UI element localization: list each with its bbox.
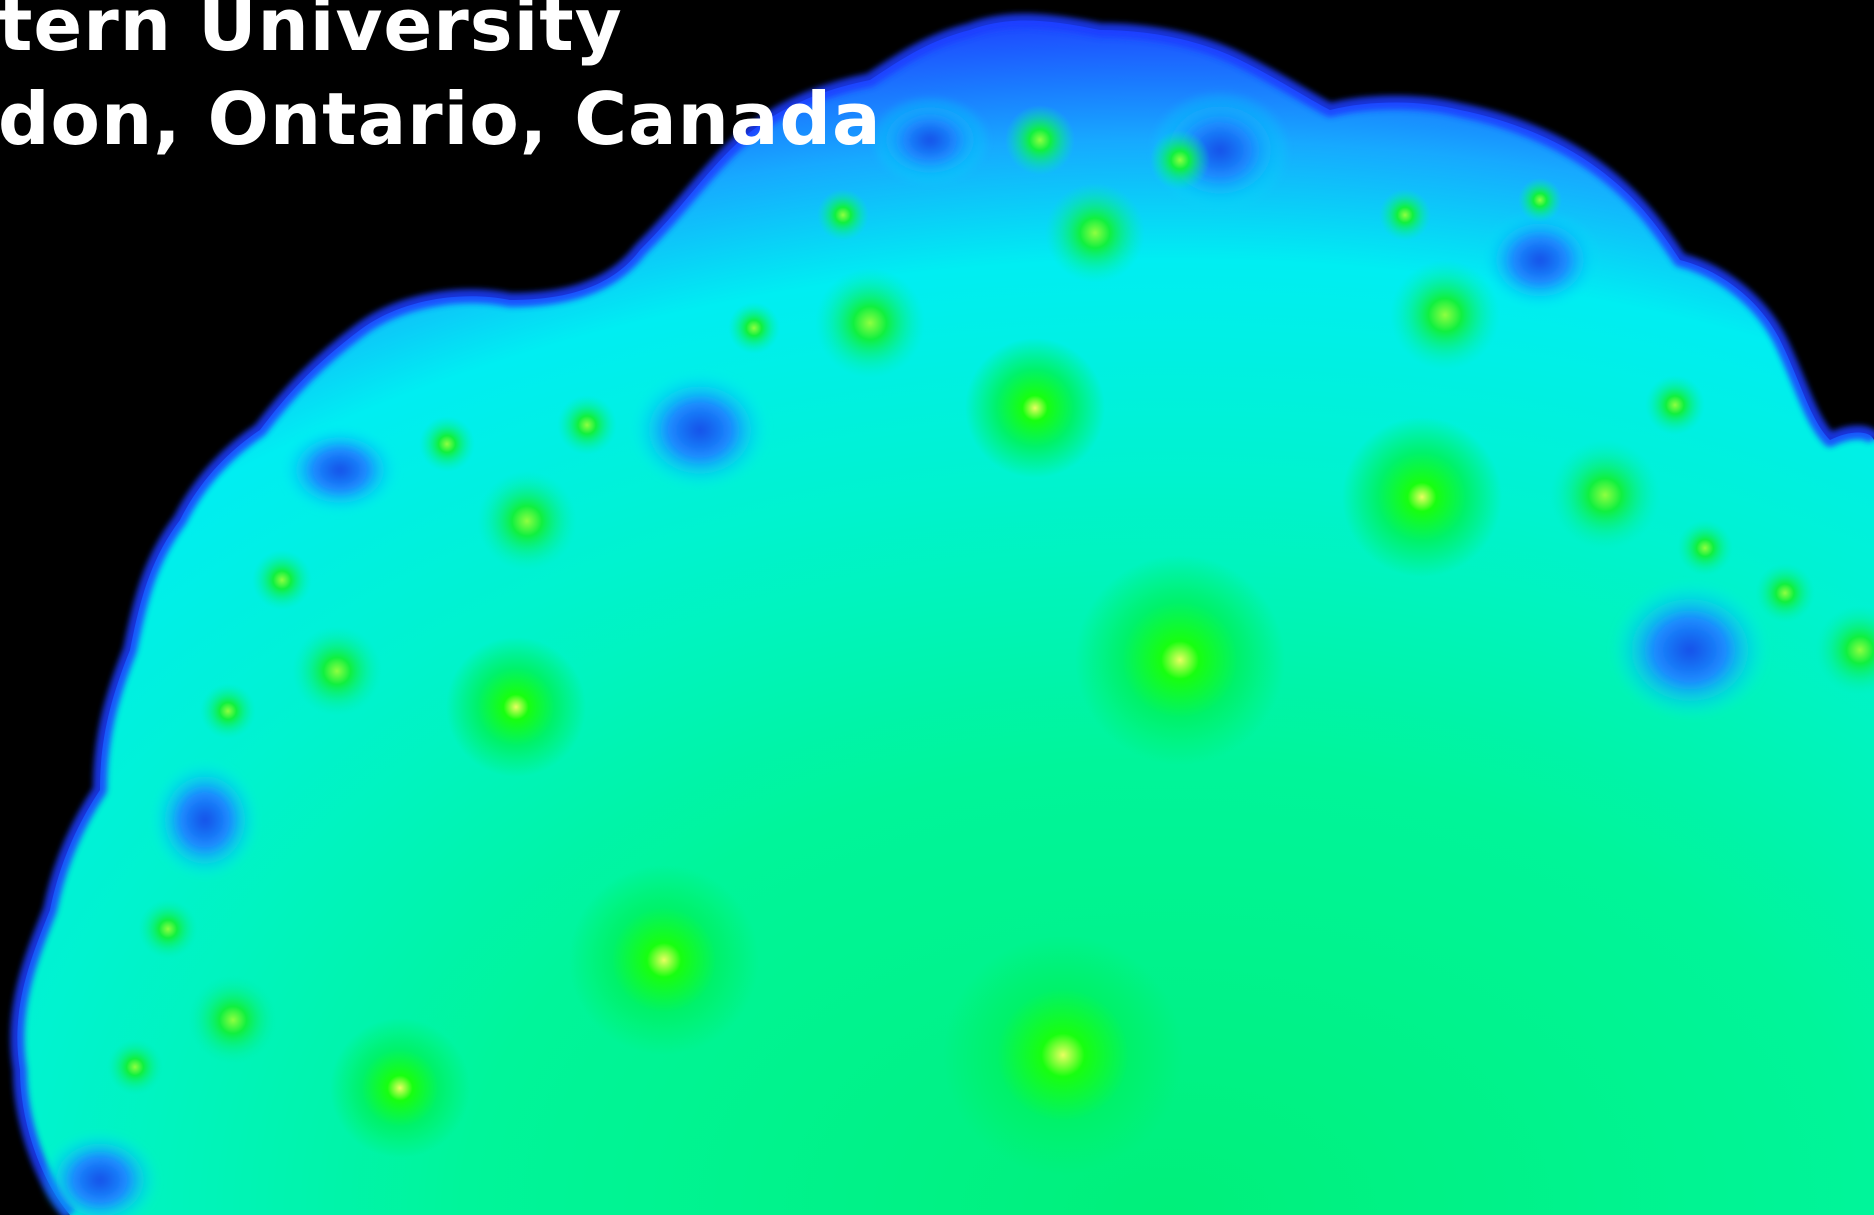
- caption-line-1: tern University: [0, 0, 623, 67]
- green-spots: [107, 105, 1874, 1175]
- caption: tern University don, Ontario, Canada: [0, 0, 882, 166]
- fractal-edge: [10, 13, 1874, 1215]
- caption-line-2: don, Ontario, Canada: [0, 77, 882, 161]
